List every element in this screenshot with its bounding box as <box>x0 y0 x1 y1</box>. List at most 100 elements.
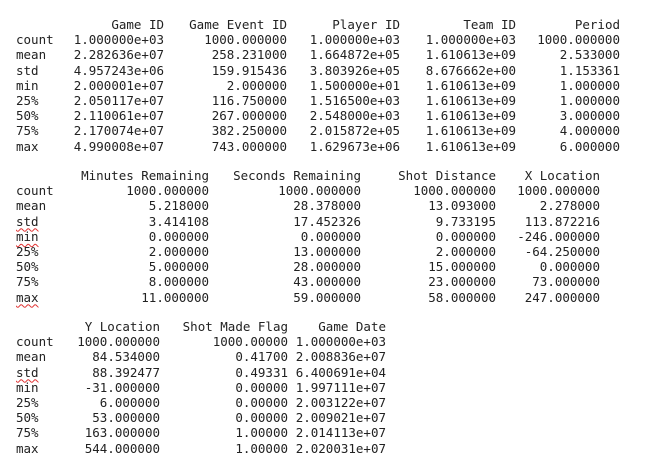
table-row: 75% 163.000000 1.00000 2.014113e+07 <box>16 425 386 440</box>
table-cell: 0.00000 <box>235 379 288 395</box>
table-cell: 8.676662e+00 <box>425 62 516 78</box>
table-row: max 4.990008e+07 743.000000 1.629673e+06… <box>16 139 620 154</box>
table-cell: 2.278000 <box>539 198 600 214</box>
column-header: Shot Made Flag <box>182 319 288 334</box>
table-cell: 1.00000 <box>235 440 288 456</box>
table-row: std 3.414108 17.452326 9.733195 113.8722… <box>16 214 600 229</box>
table-cell: 28.378000 <box>293 198 361 214</box>
row-label: count <box>16 32 54 48</box>
table-cell: 2.000001e+07 <box>73 77 164 93</box>
table-cell: 1.610613e+09 <box>425 123 516 139</box>
table-cell: 163.000000 <box>84 425 160 441</box>
table-cell: 2.008836e+07 <box>295 349 386 365</box>
table-cell: 113.872216 <box>524 213 600 229</box>
table-cell: 59.000000 <box>293 289 361 305</box>
table-cell: 1000.000000 <box>126 183 209 199</box>
table-cell: 5.218000 <box>148 198 209 214</box>
column-header: Period <box>574 17 620 32</box>
describe-table-1: Game ID Game Event ID Player ID Team ID … <box>16 17 620 154</box>
table-cell: 13.093000 <box>428 198 496 214</box>
table-cell: 15.000000 <box>428 259 496 275</box>
row-label: std <box>16 213 39 229</box>
table-cell: 1000.000000 <box>537 32 620 48</box>
table-cell: 4.000000 <box>559 123 620 139</box>
table-row: 50% 5.000000 28.000000 15.000000 0.00000… <box>16 259 600 274</box>
table-cell: 1000.000000 <box>413 183 496 199</box>
column-header: Minutes Remaining <box>81 168 209 183</box>
table-cell: 6.000000 <box>99 395 160 411</box>
row-label: 25% <box>16 244 39 260</box>
table-cell: -246.000000 <box>517 228 600 244</box>
table-cell: 88.392477 <box>92 364 160 380</box>
table-cell: -31.000000 <box>84 379 160 395</box>
table-cell: 1.000000e+03 <box>73 32 164 48</box>
row-label: mean <box>16 349 47 365</box>
table-cell: 3.803926e+05 <box>309 62 400 78</box>
table-cell: 6.400691e+04 <box>295 364 386 380</box>
table-cell: 53.000000 <box>92 410 160 426</box>
table-row: std 4.957243e+06 159.915436 3.803926e+05… <box>16 63 620 78</box>
table-row: min -31.000000 0.00000 1.997111e+07 <box>16 380 386 395</box>
table-row: min 0.000000 0.000000 0.000000 -246.0000… <box>16 229 600 244</box>
describe-table-3: Y Location Shot Made Flag Game Date coun… <box>16 319 386 456</box>
table-cell: 2.050117e+07 <box>73 93 164 109</box>
table-row: 25% 2.000000 13.000000 2.000000 -64.2500… <box>16 244 600 259</box>
table-cell: 1.610613e+09 <box>425 138 516 154</box>
column-header: Game Event ID <box>189 17 287 32</box>
table-row: 25% 2.050117e+07 116.750000 1.516500e+03… <box>16 93 620 108</box>
table-row: mean 5.218000 28.378000 13.093000 2.2780… <box>16 198 600 213</box>
row-label: 50% <box>16 108 39 124</box>
table-cell: 1.00000 <box>235 425 288 441</box>
row-label: max <box>16 289 39 305</box>
table-cell: 4.990008e+07 <box>73 138 164 154</box>
table-row: mean 2.282636e+07 258.231000 1.664872e+0… <box>16 47 620 62</box>
table-cell: 1.000000e+03 <box>295 334 386 350</box>
table-cell: 2.548000e+03 <box>309 108 400 124</box>
row-label: count <box>16 183 54 199</box>
table-row: max 11.000000 59.000000 58.000000 247.00… <box>16 290 600 305</box>
table-cell: 1.000000e+03 <box>425 32 516 48</box>
index-header <box>16 319 72 334</box>
table-cell: 0.41700 <box>235 349 288 365</box>
table-row: count 1000.000000 1000.00000 1.000000e+0… <box>16 334 386 349</box>
table-row: 75% 8.000000 43.000000 23.000000 73.0000… <box>16 274 600 289</box>
row-label: 50% <box>16 259 39 275</box>
table-row: count 1.000000e+03 1000.000000 1.000000e… <box>16 32 620 47</box>
table-cell: 743.000000 <box>211 138 287 154</box>
table-cell: 1.516500e+03 <box>309 93 400 109</box>
describe-table-2: Minutes Remaining Seconds Remaining Shot… <box>16 168 600 305</box>
column-header: Seconds Remaining <box>233 168 361 183</box>
table-cell: 0.000000 <box>435 228 496 244</box>
table-cell: 1.610613e+09 <box>425 47 516 63</box>
table-cell: 1.629673e+06 <box>309 138 400 154</box>
table-cell: 2.110061e+07 <box>73 108 164 124</box>
table-cell: 1.153361 <box>559 62 620 78</box>
row-label: 25% <box>16 395 39 411</box>
table-cell: 2.009021e+07 <box>295 410 386 426</box>
column-header: Y Location <box>84 319 160 334</box>
table-cell: 258.231000 <box>211 47 287 63</box>
stats-table: Game ID Game Event ID Player ID Team ID … <box>16 17 620 154</box>
table-cell: 1.997111e+07 <box>295 379 386 395</box>
table-cell: 1000.000000 <box>517 183 600 199</box>
table-cell: 1.610613e+09 <box>425 93 516 109</box>
table-cell: 84.534000 <box>92 349 160 365</box>
table-cell: 2.000000 <box>148 244 209 260</box>
table-cell: 9.733195 <box>435 213 496 229</box>
row-label: min <box>16 77 39 93</box>
table-cell: 0.000000 <box>300 228 361 244</box>
table-cell: 2.533000 <box>559 47 620 63</box>
column-header: Game Date <box>318 319 386 334</box>
table-cell: 267.000000 <box>211 108 287 124</box>
column-header: Shot Distance <box>398 168 496 183</box>
row-label: min <box>16 379 39 395</box>
table-cell: 0.49331 <box>235 364 288 380</box>
table-cell: 2.282636e+07 <box>73 47 164 63</box>
index-header <box>16 17 72 32</box>
table-row: 75% 2.170074e+07 382.250000 2.015872e+05… <box>16 123 620 138</box>
row-label: std <box>16 62 39 78</box>
header-row: Minutes Remaining Seconds Remaining Shot… <box>16 168 600 183</box>
table-cell: 1.000000 <box>559 93 620 109</box>
table-row: std 88.392477 0.49331 6.400691e+04 <box>16 365 386 380</box>
table-cell: 23.000000 <box>428 274 496 290</box>
